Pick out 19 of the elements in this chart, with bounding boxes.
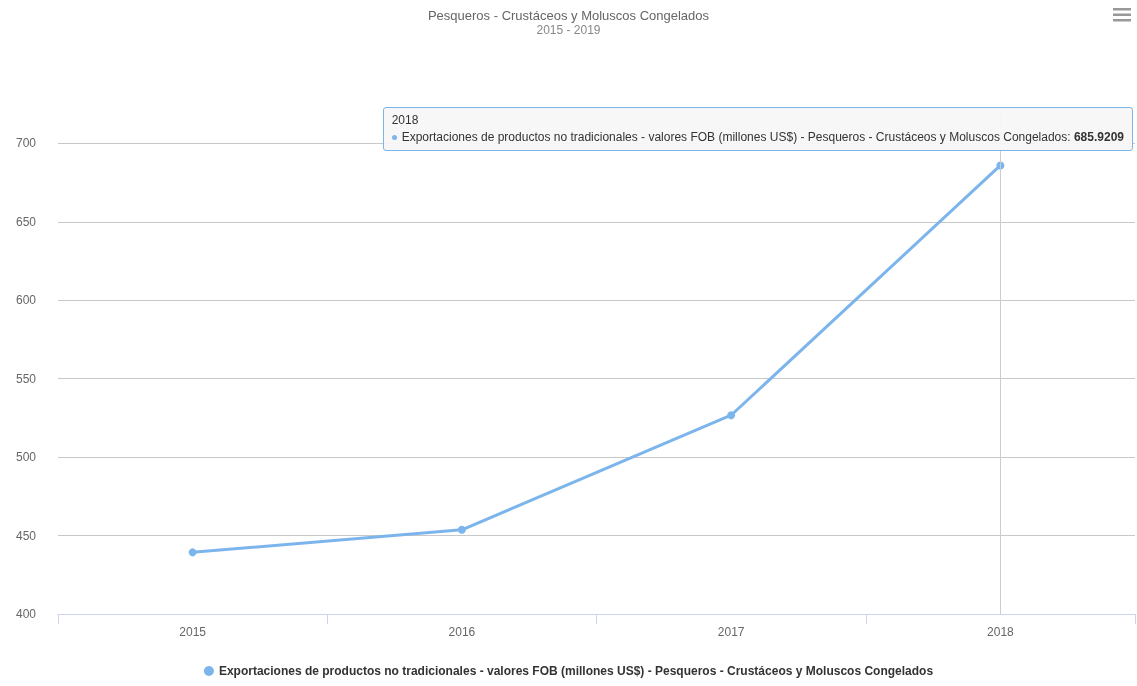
x-tick-label: 2016	[448, 625, 476, 639]
chart-title: Pesqueros - Crustáceos y Moluscos Congelados	[427, 8, 710, 23]
y-tick-label: 600	[15, 293, 37, 308]
point	[457, 525, 466, 534]
point	[188, 548, 197, 557]
chart-subtitle: 2015 - 2019	[536, 23, 601, 37]
x-tick-label: 2015	[179, 625, 207, 639]
legend-label: Exportaciones de productos no tradicionales - valores FOB (millones US$) - Pesqueros - Crustáceos y Moluscos Congelados	[218, 664, 934, 678]
annotation: Exportaciones de productos no tradicionales - valores FOB (millones US$) - Pesqueros - Crustáceos y Moluscos Congelados: 685.9209	[400, 129, 1124, 147]
x-tick-label: 2017	[717, 625, 745, 639]
y-tick-label: 700	[15, 136, 37, 151]
y-tick-label: 400	[15, 607, 37, 621]
annotation: 2018	[391, 112, 420, 130]
y-tick-label: 550	[15, 371, 37, 386]
point	[727, 411, 736, 420]
x-tick-label: 2018	[987, 625, 1015, 639]
y-tick-label: 500	[15, 450, 37, 465]
y-tick-label: 650	[15, 214, 37, 229]
y-tick-label: 450	[15, 528, 37, 543]
